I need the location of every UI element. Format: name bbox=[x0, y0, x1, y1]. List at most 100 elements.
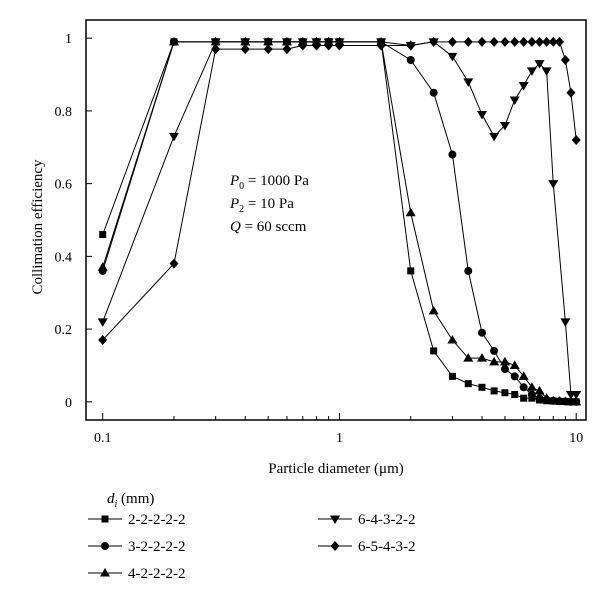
data-point bbox=[548, 180, 559, 189]
legend-item-2-2-2-2-2: 2-2-2-2-2 bbox=[88, 512, 185, 528]
x-tick-label: 10 bbox=[569, 431, 583, 446]
data-point bbox=[463, 36, 473, 47]
data-point bbox=[405, 207, 416, 217]
legend: di (mm) 2-2-2-2-2 3-2-2-2-2 4-2-2-2-2 6-4-3… bbox=[88, 491, 415, 582]
data-point bbox=[518, 371, 529, 380]
data-point bbox=[211, 44, 221, 55]
data-point bbox=[542, 36, 552, 47]
data-point bbox=[548, 36, 558, 47]
data-point bbox=[571, 396, 582, 406]
legend-marker bbox=[330, 515, 340, 524]
data-point bbox=[464, 266, 473, 275]
series-line bbox=[102, 41, 577, 403]
data-point bbox=[169, 258, 179, 269]
y-tick-label: 0 bbox=[65, 396, 72, 411]
y-axis-title: Collimation efficiency bbox=[30, 159, 46, 295]
legend-label: 6-5-4-3-2 bbox=[358, 539, 415, 555]
data-point bbox=[263, 44, 273, 55]
data-point bbox=[571, 135, 581, 145]
data-point bbox=[263, 38, 274, 47]
data-point bbox=[240, 38, 251, 47]
y-tick-label: 0.8 bbox=[55, 105, 73, 120]
data-point bbox=[406, 56, 415, 64]
legend-marker bbox=[101, 542, 109, 550]
data-point bbox=[511, 391, 519, 399]
data-point bbox=[428, 305, 439, 315]
data-point bbox=[430, 347, 438, 355]
data-point bbox=[527, 390, 536, 399]
data-point bbox=[282, 44, 292, 55]
data-point bbox=[99, 231, 107, 239]
axis-ticks: 0 0.2 0.4 0.6 0.8 1 0.1 1 10 bbox=[55, 32, 584, 446]
x-axis-title: Particle diameter (μm) bbox=[268, 461, 403, 477]
series-4-2-2-2-2 bbox=[97, 36, 582, 406]
data-point bbox=[463, 353, 474, 362]
data-point bbox=[509, 96, 520, 105]
data-point bbox=[240, 44, 250, 55]
data-point bbox=[406, 40, 416, 51]
legend-item-4-2-2-2-2: 4-2-2-2-2 bbox=[88, 566, 185, 582]
x-tick-label: 0.1 bbox=[94, 431, 112, 446]
data-point bbox=[97, 318, 108, 327]
data-point bbox=[500, 365, 509, 374]
legend-label: 2-2-2-2-2 bbox=[128, 512, 185, 528]
plot-frame bbox=[85, 19, 587, 421]
data-point bbox=[447, 52, 458, 62]
data-point bbox=[334, 40, 344, 51]
data-point bbox=[499, 356, 510, 366]
data-point bbox=[324, 40, 334, 51]
data-point bbox=[520, 394, 528, 402]
data-point bbox=[541, 67, 552, 76]
annotation-p0: P0 = 1000 Pa bbox=[229, 173, 309, 192]
y-tick-label: 0.4 bbox=[55, 250, 73, 265]
data-point bbox=[98, 335, 108, 345]
data-point bbox=[499, 121, 510, 131]
data-point bbox=[429, 36, 439, 47]
data-point bbox=[560, 55, 570, 65]
data-point bbox=[447, 335, 458, 344]
legend-marker bbox=[330, 541, 340, 551]
series-layer bbox=[97, 36, 582, 406]
data-point bbox=[489, 132, 500, 142]
data-point bbox=[571, 391, 582, 400]
data-point bbox=[448, 372, 456, 380]
data-point bbox=[501, 389, 509, 397]
annotation-box: P0 = 1000 Pa P2 = 10 Pa Q = 60 sccm bbox=[229, 173, 309, 235]
data-point bbox=[566, 87, 576, 98]
data-point bbox=[168, 36, 179, 46]
data-point bbox=[298, 40, 308, 51]
data-point bbox=[541, 393, 552, 402]
data-point bbox=[509, 360, 520, 369]
y-tick-label: 1 bbox=[65, 32, 72, 47]
series-line bbox=[102, 41, 577, 403]
data-point bbox=[500, 36, 510, 47]
annotation-p2: P2 = 10 Pa bbox=[229, 196, 294, 215]
data-point bbox=[478, 383, 486, 391]
legend-label: 3-2-2-2-2 bbox=[128, 539, 185, 555]
data-point bbox=[519, 383, 528, 392]
data-point bbox=[510, 36, 520, 47]
data-point bbox=[519, 36, 529, 47]
series-line bbox=[102, 41, 577, 341]
series-2-2-2-2-2 bbox=[99, 38, 580, 406]
legend-title: di (mm) bbox=[107, 491, 154, 510]
data-point bbox=[477, 36, 487, 47]
legend-marker bbox=[101, 515, 109, 523]
data-point bbox=[168, 132, 179, 142]
data-point bbox=[429, 88, 438, 97]
legend-item-6-4-3-2-2: 6-4-3-2-2 bbox=[318, 512, 415, 528]
data-point bbox=[527, 36, 537, 47]
series-line bbox=[102, 41, 577, 396]
data-point bbox=[518, 81, 529, 91]
series-6-5-4-3-2 bbox=[98, 36, 581, 345]
legend-label: 4-2-2-2-2 bbox=[128, 566, 185, 582]
data-point bbox=[476, 353, 487, 362]
x-tick-label: 1 bbox=[336, 431, 343, 446]
annotation-q: Q = 60 sccm bbox=[230, 219, 307, 235]
data-point bbox=[463, 78, 474, 87]
data-point bbox=[97, 262, 108, 271]
data-point bbox=[312, 40, 322, 51]
data-point bbox=[554, 36, 564, 47]
data-point bbox=[534, 60, 545, 69]
